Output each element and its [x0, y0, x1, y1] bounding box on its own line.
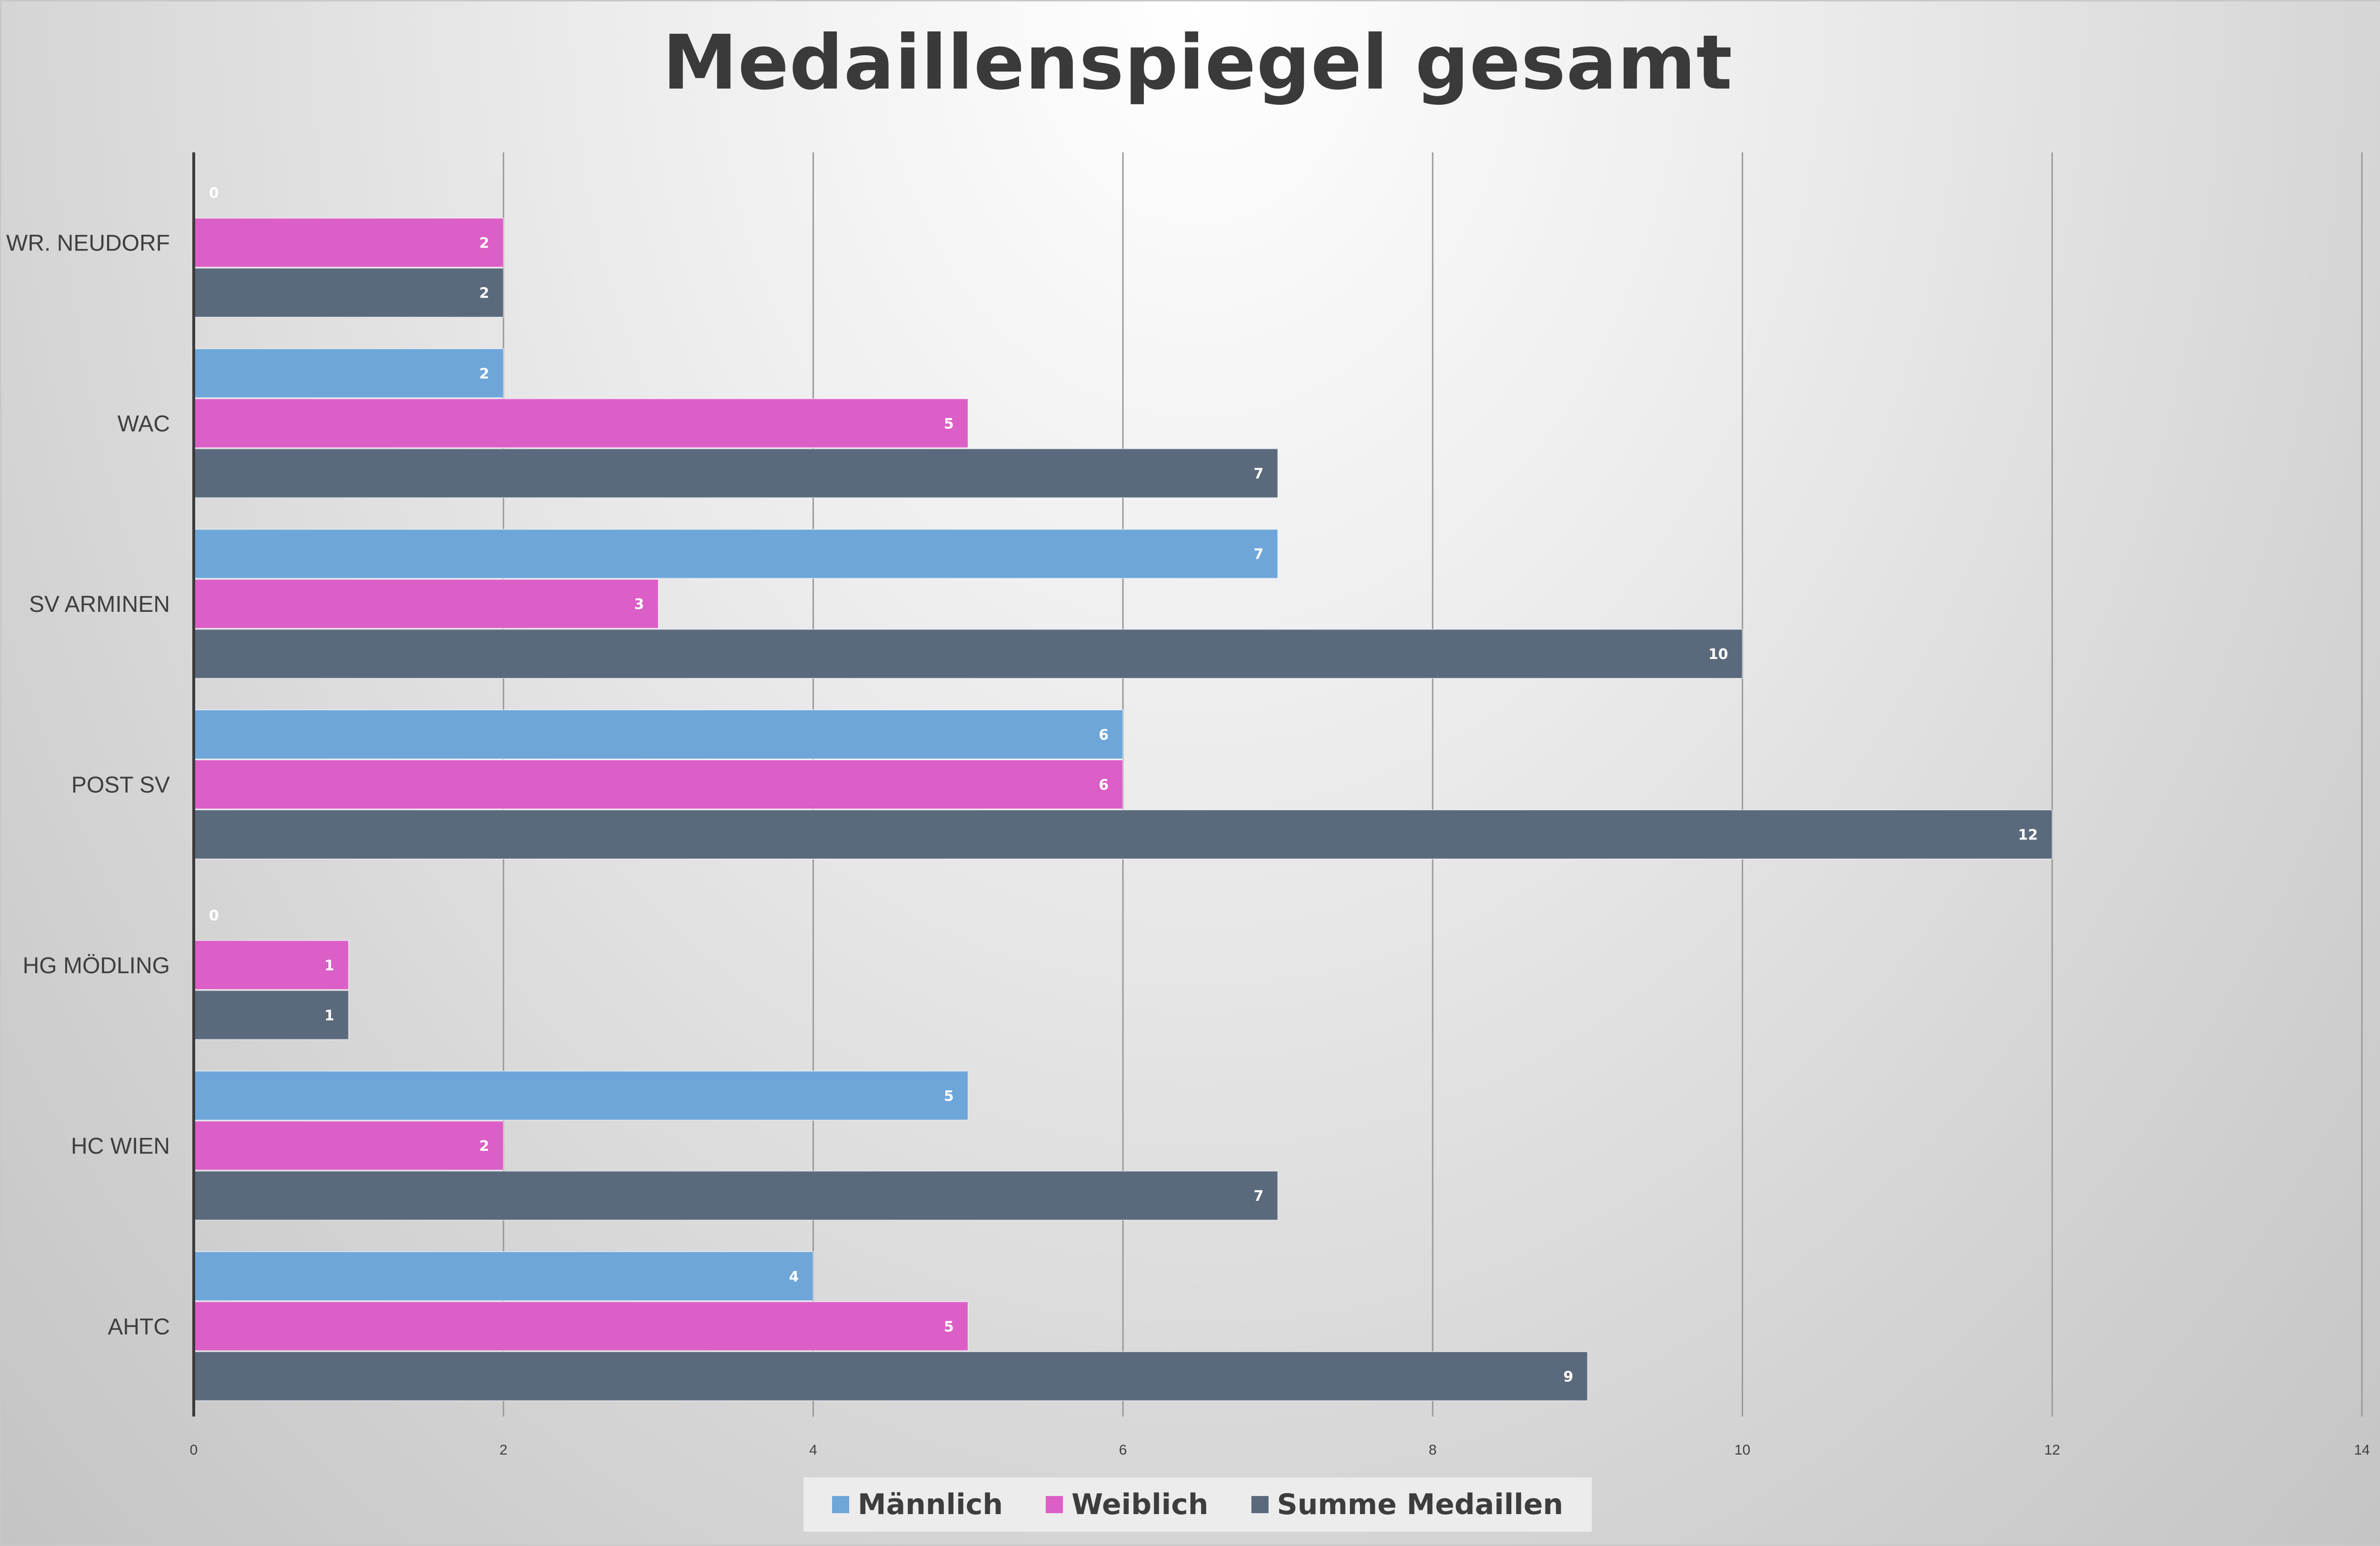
category-label-sv-arminen: SV ARMINEN: [29, 592, 170, 617]
data-label-weiblich-sv-arminen: 3: [634, 596, 644, 613]
data-label-weiblich-post-sv: 6: [1099, 777, 1109, 794]
bar-mannlich-wac: [193, 348, 504, 399]
x-tick-label: 8: [1429, 1442, 1437, 1458]
data-label-mannlich-hc-wien: 5: [944, 1088, 954, 1105]
bar-summe-medaillen-ahtc: [193, 1351, 1588, 1401]
bar-summe-medaillen-sv-arminen: [193, 628, 1743, 679]
x-tick-label: 12: [2044, 1442, 2060, 1458]
bar-weiblich-hg-modling: [193, 940, 349, 990]
data-label-weiblich-wr-neudorf: 2: [479, 235, 489, 252]
data-label-summe-medaillen-post-sv: 12: [2018, 827, 2038, 844]
data-label-mannlich-post-sv: 6: [1099, 727, 1109, 744]
category-label-ahtc: AHTC: [108, 1314, 170, 1339]
data-label-summe-medaillen-hg-modling: 1: [324, 1007, 334, 1024]
data-label-summe-medaillen-hc-wien: 7: [1254, 1188, 1264, 1205]
data-label-mannlich-wac: 2: [479, 366, 489, 382]
chart-title: Medaillenspiegel gesamt: [662, 19, 1733, 107]
data-label-weiblich-ahtc: 5: [944, 1318, 954, 1335]
tick-labels: 0 2 4 6 8 10 12 14: [190, 1442, 2370, 1458]
bar-weiblich-wac: [193, 398, 969, 449]
data-label-weiblich-wac: 5: [944, 416, 954, 432]
bar-summe-medaillen-wr-neudorf: [193, 268, 504, 318]
x-tick-label: 0: [190, 1442, 198, 1458]
bar-summe-medaillen-wac: [193, 448, 1279, 499]
data-label-summe-medaillen-wac: 7: [1254, 466, 1264, 482]
category-label-post-sv: POST SV: [71, 773, 170, 798]
x-tick-label: 14: [2354, 1442, 2370, 1458]
bar-weiblich-post-sv: [193, 759, 1124, 809]
category-label-wac: WAC: [118, 411, 170, 437]
bars: [193, 218, 2053, 1401]
legend-label-weiblich: Weiblich: [1071, 1488, 1209, 1521]
legend-label-maennlich: Männlich: [857, 1488, 1003, 1521]
bar-weiblich-hc-wien: [193, 1120, 504, 1171]
legend-item-maennlich: Männlich: [832, 1488, 1003, 1521]
bar-summe-medaillen-post-sv: [193, 809, 2053, 859]
bar-mannlich-ahtc: [193, 1251, 814, 1301]
x-tick-label: 6: [1119, 1442, 1127, 1458]
category-label-hg-modling: HG MÖDLING: [23, 953, 170, 978]
bar-weiblich-ahtc: [193, 1301, 969, 1351]
category-label-wr-neudorf: WR. NEUDORF: [6, 231, 170, 256]
data-label-weiblich-hc-wien: 2: [479, 1138, 489, 1155]
category-label-hc-wien: HC WIEN: [71, 1134, 170, 1159]
data-label-summe-medaillen-ahtc: 9: [1563, 1368, 1573, 1385]
data-label-weiblich-hg-modling: 1: [324, 958, 334, 974]
bar-weiblich-sv-arminen: [193, 579, 659, 629]
data-labels: 0 2 2 2 5 7 7 3 10 6 6 12 0 1 1 5 2 7 4 5 9: [209, 185, 2038, 1386]
data-label-mannlich-ahtc: 4: [789, 1268, 799, 1285]
data-label-summe-medaillen-wr-neudorf: 2: [479, 285, 489, 302]
bar-weiblich-wr-neudorf: [193, 218, 504, 268]
x-tick-label: 4: [809, 1442, 817, 1458]
bar-summe-medaillen-hc-wien: [193, 1170, 1279, 1221]
category-labels: WR. NEUDORF WAC SV ARMINEN POST SV HG MÖDLIN…: [6, 231, 170, 1340]
legend-label-summe: Summe Medaillen: [1277, 1488, 1564, 1521]
bar-mannlich-post-sv: [193, 709, 1124, 759]
legend-item-weiblich: Weiblich: [1045, 1488, 1209, 1521]
legend-swatch-maennlich: [832, 1496, 849, 1513]
data-label-mannlich-wr-neudorf: 0: [209, 185, 219, 202]
data-label-mannlich-hg-modling: 0: [209, 908, 219, 924]
legend-swatch-summe: [1251, 1496, 1269, 1513]
legend: Männlich Weiblich Summe Medaillen: [803, 1477, 1592, 1532]
bar-summe-medaillen-hg-modling: [193, 990, 349, 1040]
data-label-summe-medaillen-sv-arminen: 10: [1708, 646, 1728, 663]
bar-mannlich-hc-wien: [193, 1070, 969, 1121]
x-tick-label: 10: [1735, 1442, 1750, 1458]
data-label-mannlich-sv-arminen: 7: [1254, 546, 1264, 563]
bar-mannlich-sv-arminen: [193, 529, 1279, 579]
legend-item-summe: Summe Medaillen: [1251, 1488, 1564, 1521]
x-tick-label: 2: [499, 1442, 507, 1458]
legend-swatch-weiblich: [1045, 1496, 1063, 1513]
